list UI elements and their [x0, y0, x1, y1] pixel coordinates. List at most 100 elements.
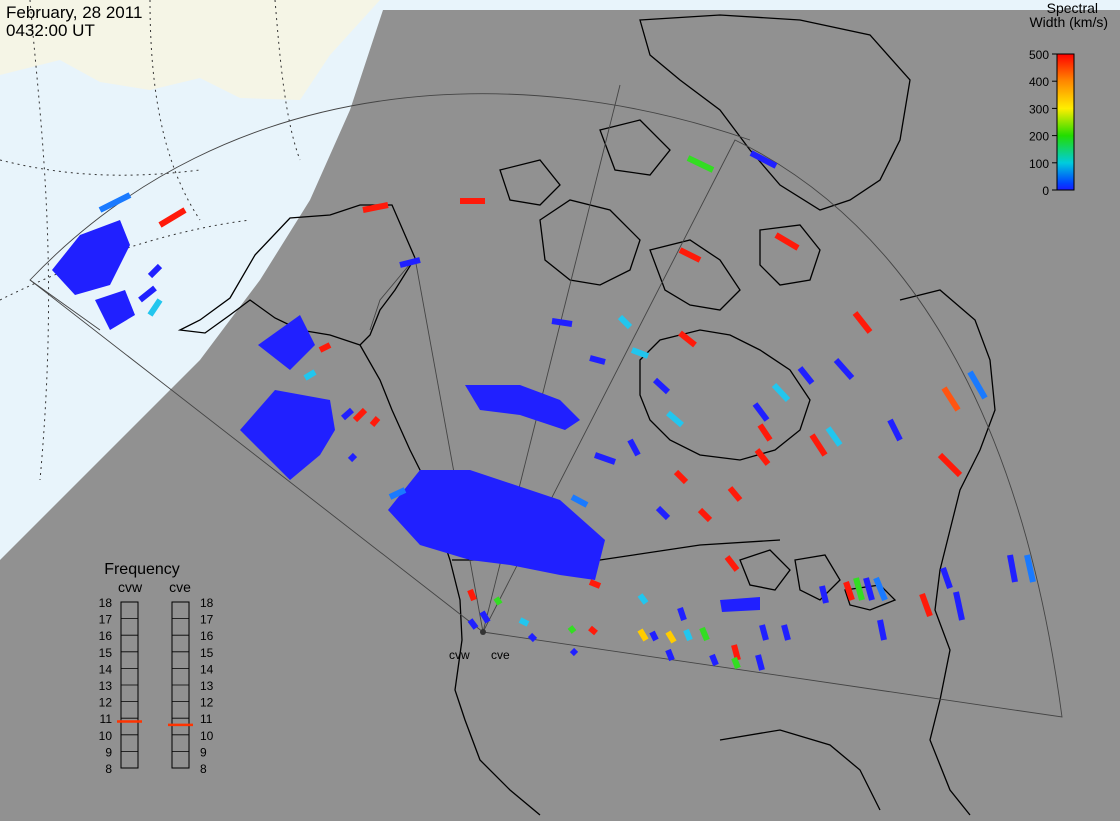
scatter-segment	[341, 407, 354, 421]
colorbar-title-2: Width (km/s)	[1029, 14, 1108, 30]
scatter-segment	[1007, 554, 1018, 583]
freq-scale-label-right: 15	[200, 646, 214, 660]
scatter-segment	[527, 632, 538, 643]
scatter-segment	[781, 624, 791, 641]
scatter-segment	[953, 591, 965, 621]
scatter-segment	[752, 402, 770, 422]
site-label-cvw: cvw	[449, 648, 470, 662]
scatter-segment	[493, 596, 503, 606]
scatter-patch	[388, 470, 605, 580]
scatter-segment	[589, 355, 606, 365]
scatter-segment	[627, 438, 641, 457]
scatter-segment	[649, 630, 659, 642]
colorbar-gradient	[1056, 53, 1075, 191]
colorbar-tick-label: 200	[1029, 130, 1049, 144]
freq-scale-label-left: 11	[100, 712, 113, 726]
colorbar-tick-label: 500	[1029, 48, 1049, 62]
scatter-segment	[567, 625, 577, 634]
scatter-segment	[588, 579, 602, 589]
scatter-segment	[809, 433, 828, 457]
scatter-segment	[774, 232, 800, 251]
header-time: 0432:00 UT	[6, 21, 95, 40]
freq-scale-label-right: 17	[200, 613, 214, 627]
scatter-segment	[937, 452, 963, 478]
day-land	[0, 0, 380, 100]
scatter-segment	[617, 314, 633, 330]
radar-label-cve: cve	[169, 579, 191, 595]
scatter-segment	[727, 486, 743, 502]
scatter-segment	[940, 567, 953, 589]
scatter-segment	[771, 382, 791, 403]
scatter-segment	[967, 370, 988, 400]
scatter-segment	[655, 505, 671, 521]
freq-scale-label-right: 11	[200, 712, 213, 726]
scatter-segment	[887, 418, 903, 442]
frequency-title: Frequency	[104, 561, 180, 578]
scatter-segment	[755, 654, 765, 671]
scatter-segment	[388, 487, 407, 500]
scatter-segment	[877, 619, 887, 641]
scatter-segment	[749, 150, 778, 169]
site-label-cve: cve	[491, 648, 510, 662]
scatter-segment	[588, 625, 598, 636]
scatter-segment	[853, 577, 865, 601]
scatter-segment	[352, 407, 368, 423]
scatter-segment	[919, 592, 933, 618]
scatter-segment	[138, 285, 157, 303]
scatter-segment	[797, 366, 815, 385]
scatter-segment	[1024, 554, 1036, 583]
scatter-segment	[347, 452, 358, 463]
scatter-segment	[652, 377, 671, 395]
freq-scale-label-right: 16	[200, 629, 214, 643]
scatter-segment	[399, 257, 421, 268]
scatter-segment	[678, 330, 697, 348]
scatter-patch	[720, 597, 760, 612]
colorbar: Spectral Width (km/s) 500 400 300 200 100 0	[1029, 0, 1108, 198]
freq-scale-label-left: 10	[99, 729, 113, 743]
scatter-segment	[833, 358, 855, 380]
scatter-patch	[95, 290, 135, 330]
scatter-segment	[731, 656, 741, 670]
freq-scale-label-left: 16	[99, 629, 113, 643]
scatter-segment	[852, 311, 873, 334]
scatter-segment	[630, 347, 650, 359]
radar-site-marker	[480, 629, 486, 635]
coastlines	[177, 14, 996, 816]
freq-scale-label-left: 17	[99, 613, 113, 627]
scatter-segment	[941, 386, 961, 412]
scatter-segment	[759, 624, 769, 641]
scatter-segment	[819, 585, 829, 604]
scatter-segment	[569, 647, 579, 657]
scatter-segment	[665, 630, 677, 644]
freq-scale-label-left: 18	[99, 596, 113, 610]
scatter-segment	[731, 644, 741, 661]
freq-scale-label-left: 12	[99, 696, 113, 710]
scatter-segment	[666, 410, 684, 428]
radar-label-cvw: cvw	[118, 579, 143, 595]
freq-scale-label-left: 8	[105, 762, 112, 776]
freq-scale-label-right: 8	[200, 762, 207, 776]
freq-scale-label-right: 9	[200, 745, 207, 759]
freq-scale-label-right: 13	[200, 679, 214, 693]
scatter-segment	[637, 593, 649, 605]
scatter-segment	[369, 416, 381, 427]
freq-scale-label-right: 18	[200, 596, 214, 610]
frequency-scale: 18 18 17 17 16 16 15 15 14 14 13 13 12 12 11 11 10 10 9 9 8 8	[99, 596, 214, 776]
scatter-segment	[551, 318, 573, 327]
scatter-segment	[863, 577, 875, 601]
colorbar-tick-label: 300	[1029, 102, 1049, 116]
scatter-segment	[98, 192, 132, 213]
scatter-segment	[467, 618, 479, 630]
scatter-segment	[686, 155, 715, 173]
scatter-segment	[678, 247, 702, 263]
scatter-patch	[52, 220, 130, 295]
scatter-segment	[677, 607, 687, 621]
scatter-segment	[303, 369, 317, 381]
freq-scale-label-left: 14	[99, 662, 113, 676]
colorbar-tick-label: 0	[1042, 184, 1049, 198]
backscatter-layer	[52, 150, 1036, 671]
freq-scale-label-left: 13	[99, 679, 113, 693]
colorbar-title-1: Spectral	[1047, 0, 1098, 16]
scatter-segment	[570, 494, 589, 508]
colorbar-tick-label: 100	[1029, 157, 1049, 171]
